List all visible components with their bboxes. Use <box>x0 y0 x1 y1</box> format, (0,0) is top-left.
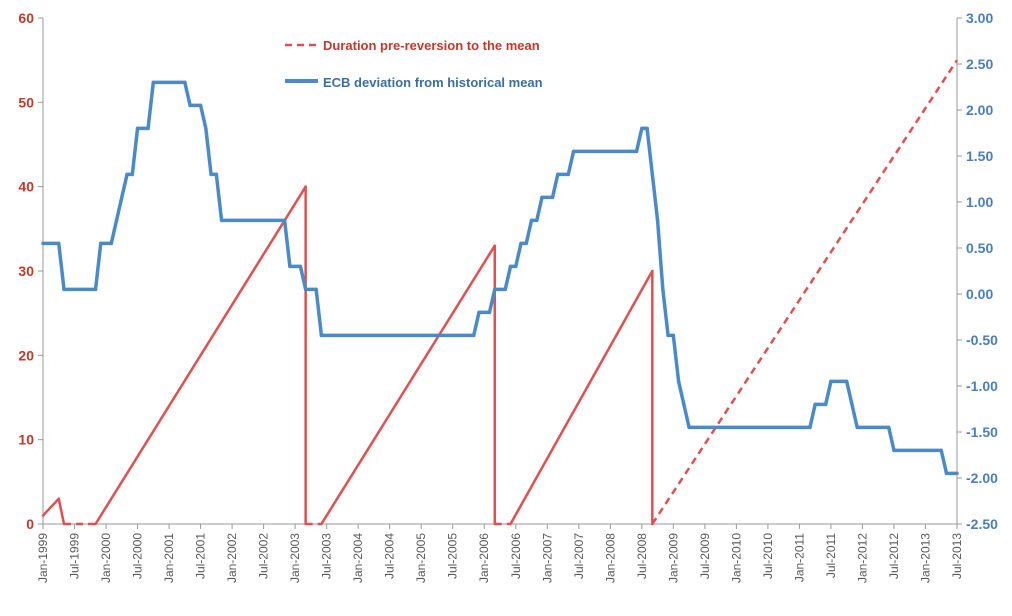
x-tick-label: Jan-2011 <box>792 533 806 582</box>
ecb-line-segment <box>214 172 224 223</box>
duration-line-segment <box>94 185 307 526</box>
x-tick-label: Jul-2012 <box>887 533 901 579</box>
right-tick-label: 0.00 <box>966 286 993 302</box>
ecb-line-segment <box>524 218 534 246</box>
duration-line-segment <box>41 497 61 517</box>
duration-line-segment <box>57 497 66 526</box>
right-tick-label: 1.00 <box>966 194 993 210</box>
ecb-line-segment <box>487 287 497 315</box>
x-tick-label: Jan-2013 <box>918 533 932 583</box>
left-tick-label: 50 <box>18 94 34 110</box>
ecb-line-segment <box>634 126 644 154</box>
x-tick-label: Jul-1999 <box>68 533 82 579</box>
ecb-line-segment <box>645 126 655 177</box>
x-tick-label: Jul-2006 <box>509 533 523 579</box>
left-tick-label: 30 <box>18 263 34 279</box>
ecb-line-segment <box>886 425 896 453</box>
axes-layer: 0 10 20 30 40 50 60 -2.50 -2.00 -1.50 -1.00 -0.50 0.… <box>18 10 998 583</box>
x-tick-label: Jan-2007 <box>540 533 554 583</box>
ecb-line-segment <box>198 103 208 131</box>
x-tick-label: Jul-2013 <box>950 533 964 579</box>
ecb-line-segment <box>939 448 949 476</box>
left-tick-label: 0 <box>26 516 34 532</box>
series-duration <box>41 59 959 526</box>
ecb-line-segment <box>682 402 691 430</box>
ecb-line-segment <box>676 379 686 407</box>
right-tick-label: 2.00 <box>966 102 993 118</box>
x-tick-label: Jul-2011 <box>824 533 838 578</box>
ecb-line-segment <box>550 172 560 200</box>
x-tick-label: Jan-1999 <box>36 533 50 583</box>
ecb-line-segment <box>671 333 681 384</box>
ecb-line-segment <box>471 310 481 338</box>
ecb-line-segment <box>655 218 665 292</box>
x-tick-label: Jul-2005 <box>446 533 460 579</box>
x-tick-label: Jan-2004 <box>351 533 365 583</box>
ecb-line-segment <box>844 379 854 407</box>
ecb-line-segment <box>503 264 513 292</box>
right-tick-label: 2.50 <box>966 56 993 72</box>
x-tick-label: Jul-2007 <box>572 533 586 579</box>
x-tick-label: Jul-2002 <box>257 533 271 579</box>
x-tick-label: Jan-2009 <box>666 533 680 583</box>
legend-label-ecb: ECB deviation from historical mean <box>323 75 543 90</box>
duration-line-segment <box>320 244 496 526</box>
ecb-line-segment <box>661 287 670 338</box>
x-tick-label: Jan-2012 <box>855 533 869 583</box>
x-tick-label: Jan-2000 <box>99 533 113 583</box>
left-tick-label: 40 <box>18 179 34 195</box>
ecb-line-segment <box>57 241 66 292</box>
right-tick-label: 3.00 <box>966 10 993 26</box>
left-tick-label: 10 <box>18 432 34 448</box>
left-tick-label: 60 <box>18 10 34 26</box>
ecb-line-segment <box>650 172 660 223</box>
x-tick-label: Jan-2001 <box>162 533 176 583</box>
ecb-line-segment <box>93 241 103 292</box>
ecb-line-segment <box>535 195 544 223</box>
x-tick-label: Jul-2003 <box>320 533 334 579</box>
ecb-line-segment <box>114 195 124 223</box>
right-tick-label: -2.50 <box>966 516 998 532</box>
left-tick-label: 20 <box>18 347 34 363</box>
ecb-line-segment <box>204 126 213 177</box>
right-tick-label: -0.50 <box>966 332 998 348</box>
ecb-line-segment <box>850 402 859 430</box>
x-tick-label: Jan-2003 <box>288 533 302 583</box>
right-tick-label: -1.00 <box>966 378 998 394</box>
right-tick-label: 0.50 <box>966 240 993 256</box>
ecb-line-segment <box>183 80 192 108</box>
ecb-line-segment <box>314 287 324 338</box>
x-tick-label: Jul-2010 <box>761 533 775 579</box>
ecb-line-segment <box>514 241 523 269</box>
series-layer <box>41 59 959 526</box>
ecb-line-segment <box>298 264 308 292</box>
ecb-line-segment <box>808 402 817 430</box>
x-tick-label: Jan-2006 <box>477 533 491 583</box>
x-tick-label: Jul-2001 <box>194 533 208 579</box>
x-tick-label: Jul-2000 <box>131 533 145 579</box>
right-tick-label: 1.50 <box>966 148 993 164</box>
right-tick-label: -1.50 <box>966 424 998 440</box>
ecb-line-segment <box>823 379 833 407</box>
x-tick-label: Jul-2009 <box>698 533 712 579</box>
x-tick-label: Jan-2005 <box>414 533 428 583</box>
x-tick-label: Jan-2002 <box>225 533 239 583</box>
legend-label-duration: Duration pre-reversion to the mean <box>323 38 540 53</box>
x-tick-label: Jan-2008 <box>603 533 617 583</box>
legend: Duration pre-reversion to the mean ECB d… <box>285 38 543 90</box>
ecb-line-segment <box>146 80 156 131</box>
ecb-line-segment <box>130 126 140 177</box>
ecb-line-segment <box>109 218 119 246</box>
ecb-line-segment <box>120 172 129 200</box>
series-ecb-deviation <box>41 80 959 476</box>
x-tick-label: Jul-2008 <box>635 533 649 579</box>
right-tick-label: -2.00 <box>966 470 998 486</box>
ecb-line-segment <box>282 218 292 269</box>
ecb-line-segment <box>566 149 576 177</box>
duration-line-segment <box>509 269 654 526</box>
x-tick-label: Jul-2004 <box>383 533 397 579</box>
x-tick-label: Jan-2010 <box>729 533 743 583</box>
duration-line-segment <box>651 59 959 525</box>
